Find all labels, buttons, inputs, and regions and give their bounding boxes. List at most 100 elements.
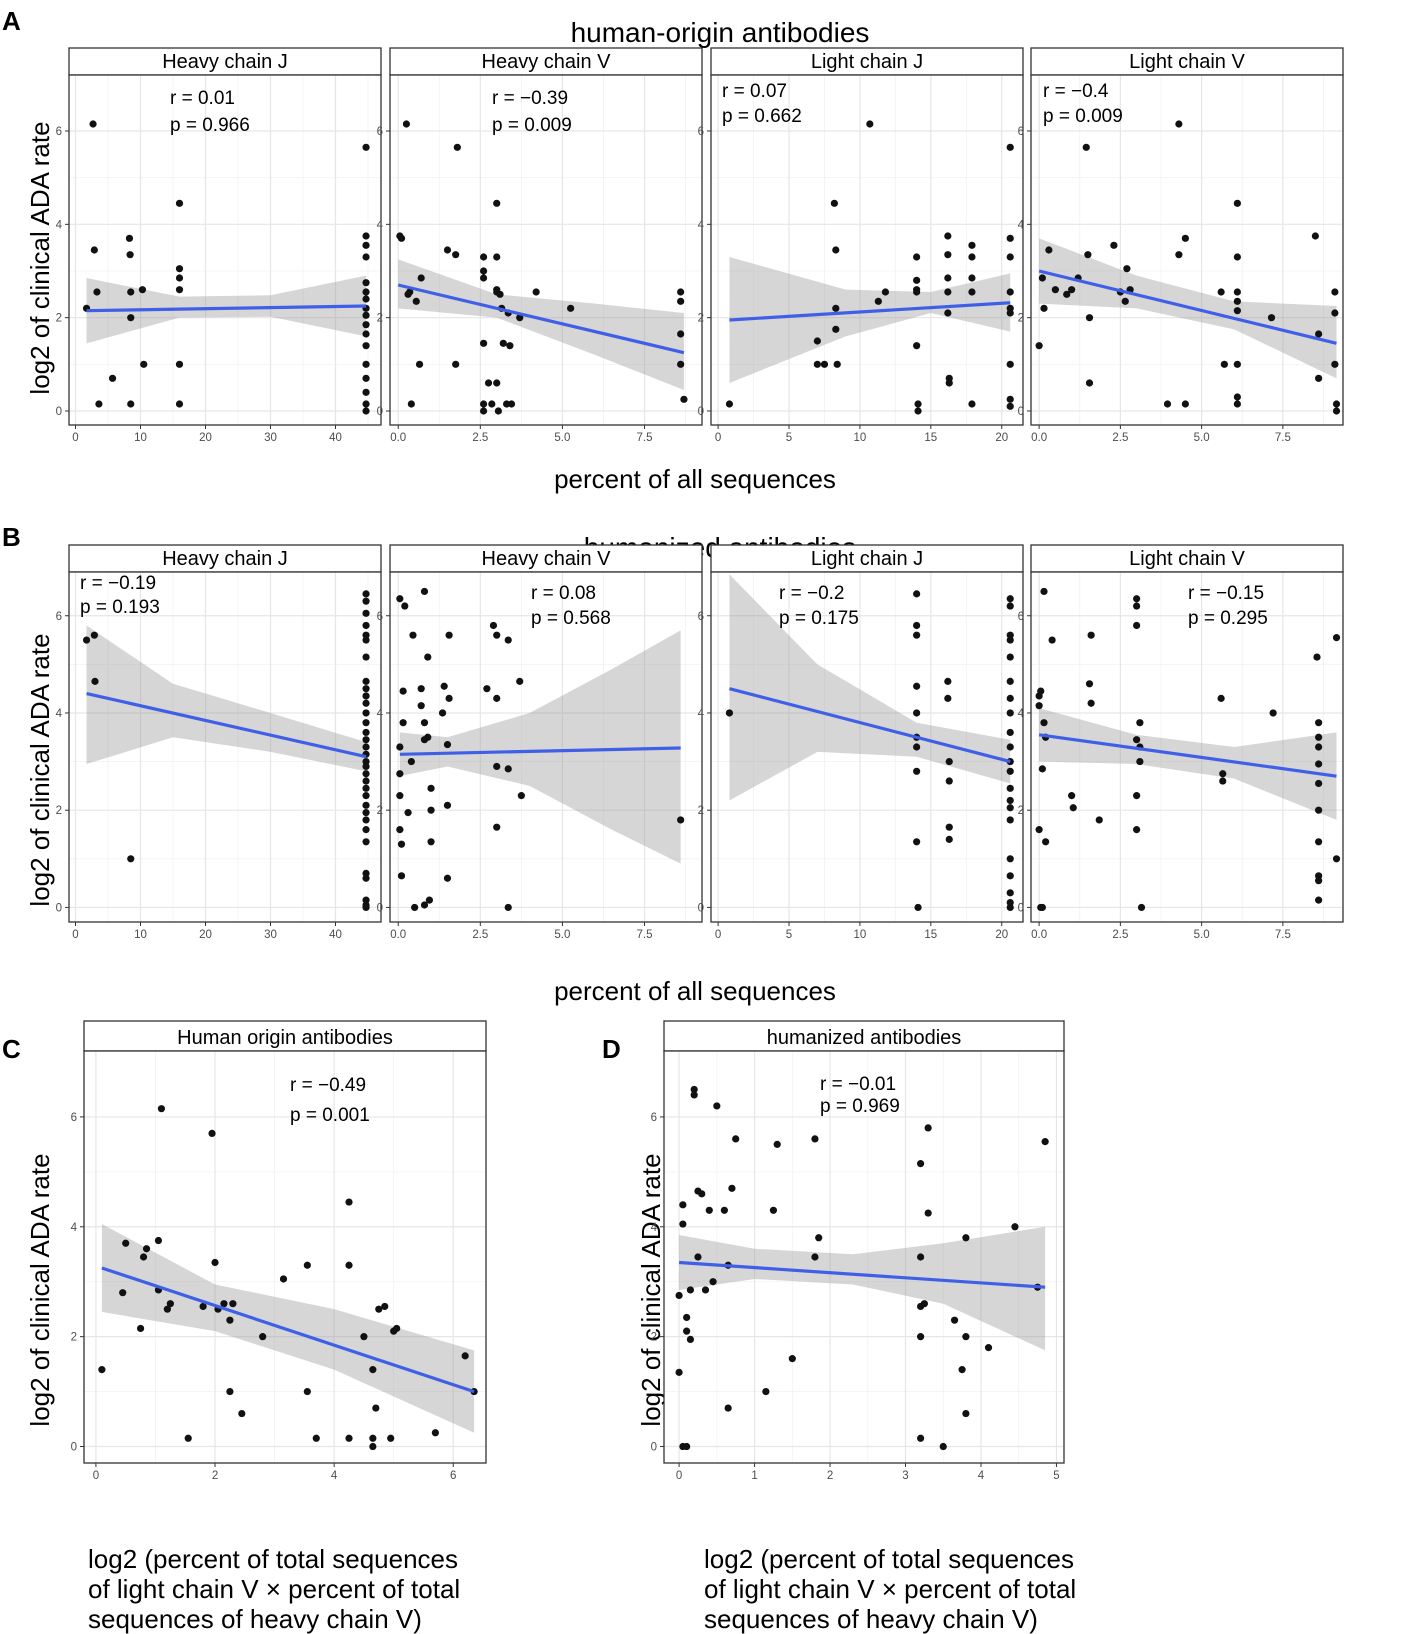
x-tick-label: 5 xyxy=(786,929,792,941)
data-point xyxy=(362,407,370,415)
data-point xyxy=(362,636,370,644)
correlation-r-a3: r = 0.07 xyxy=(722,81,787,102)
data-point xyxy=(362,400,370,408)
data-point xyxy=(397,840,406,848)
y-tick-label: 4 xyxy=(651,1222,658,1234)
data-point xyxy=(1332,407,1341,415)
data-point xyxy=(119,1289,127,1297)
y-tick-label: 2 xyxy=(698,805,704,817)
data-point xyxy=(90,631,98,639)
data-point xyxy=(208,1129,216,1137)
data-point xyxy=(362,685,370,693)
data-point xyxy=(499,339,507,347)
data-point xyxy=(732,1135,740,1143)
data-point xyxy=(427,838,435,846)
data-point xyxy=(1006,143,1014,151)
data-point xyxy=(913,631,921,639)
panel-letter-b: B xyxy=(2,522,21,552)
data-point xyxy=(1006,784,1014,792)
data-point xyxy=(362,143,370,151)
data-point xyxy=(1006,694,1014,702)
y-tick-label: 0 xyxy=(71,1442,77,1454)
data-point xyxy=(372,1404,380,1412)
data-point xyxy=(1175,251,1183,259)
data-point xyxy=(1006,653,1014,661)
data-point xyxy=(1133,826,1141,834)
xlabel-a: percent of all sequences xyxy=(554,464,836,494)
data-point xyxy=(968,253,976,261)
data-point xyxy=(90,246,98,254)
data-point xyxy=(480,339,488,347)
data-point xyxy=(362,241,370,249)
facet-strip-b4 xyxy=(1030,544,1344,573)
data-point xyxy=(452,360,460,368)
data-point xyxy=(1313,653,1321,661)
data-point xyxy=(506,342,514,350)
data-point xyxy=(1006,602,1014,610)
data-point xyxy=(493,253,501,261)
data-point xyxy=(493,694,501,702)
p-value-c: p = 0.001 xyxy=(290,1105,370,1126)
facet-a2: Heavy chain V 0.0 2.5 5.0 7.5 0 2 4 6 r = −0.39 p … xyxy=(377,47,703,444)
data-point xyxy=(968,288,976,296)
correlation-r-a2: r = −0.39 xyxy=(492,88,568,109)
data-point xyxy=(1068,286,1076,294)
data-point xyxy=(913,682,921,690)
x-tick-label: 10 xyxy=(134,432,147,444)
data-point xyxy=(362,288,370,296)
data-point xyxy=(1040,587,1048,596)
data-point xyxy=(404,809,412,817)
data-point xyxy=(362,311,370,319)
fit-line-c xyxy=(101,1266,475,1394)
panel-letter-a: A xyxy=(2,6,21,36)
data-point xyxy=(1095,816,1103,824)
x-tick-label: 0 xyxy=(715,929,721,941)
data-point xyxy=(175,265,184,273)
data-point xyxy=(488,400,496,408)
data-point xyxy=(874,297,882,305)
data-point xyxy=(362,736,370,744)
p-value-b2: p = 0.568 xyxy=(531,608,611,629)
data-point xyxy=(958,1366,966,1374)
data-point xyxy=(381,1302,389,1311)
data-point xyxy=(1045,246,1053,254)
data-point xyxy=(175,286,184,294)
ylabel-b: log2 of clinical ADA rate xyxy=(25,633,55,906)
correlation-r-a1: r = 0.01 xyxy=(170,88,235,109)
facet-b2: Heavy chain V 0.0 2.5 5.0 7.5 0 2 4 6 r = 0.08 p =… xyxy=(377,544,703,941)
facet-strip-label-a3: Light chain J xyxy=(811,51,923,73)
data-point xyxy=(1011,1223,1019,1231)
data-point xyxy=(1006,709,1014,717)
data-point xyxy=(728,1184,736,1192)
data-point xyxy=(362,279,370,287)
data-point xyxy=(944,251,952,259)
facet-strip-a4 xyxy=(1030,47,1344,76)
data-point xyxy=(362,609,370,617)
x-tick-label: 0 xyxy=(93,1470,99,1482)
data-point xyxy=(362,360,370,368)
data-point xyxy=(1133,736,1141,744)
data-point xyxy=(1311,232,1319,240)
x-tick-label: 2.5 xyxy=(1112,929,1128,941)
data-point xyxy=(1006,804,1014,812)
y-tick-label: 0 xyxy=(651,1442,657,1454)
data-point xyxy=(89,120,97,128)
data-point xyxy=(396,826,404,834)
x-tick-label: 0.0 xyxy=(390,929,406,941)
data-point xyxy=(362,777,370,785)
data-point xyxy=(1085,379,1094,387)
y-tick-label: 4 xyxy=(1018,219,1025,231)
data-point xyxy=(412,297,420,305)
data-point xyxy=(496,290,504,298)
panel-border-d xyxy=(663,1050,1065,1464)
data-point xyxy=(226,1387,234,1396)
data-point xyxy=(944,677,952,685)
data-point xyxy=(303,1387,311,1396)
data-point xyxy=(445,631,453,639)
data-point xyxy=(724,1404,732,1412)
data-point xyxy=(1006,903,1014,912)
data-point xyxy=(122,1239,130,1247)
data-point xyxy=(445,694,453,702)
data-point xyxy=(369,1366,377,1374)
facet-strip-label-b4: Light chain V xyxy=(1129,548,1245,570)
